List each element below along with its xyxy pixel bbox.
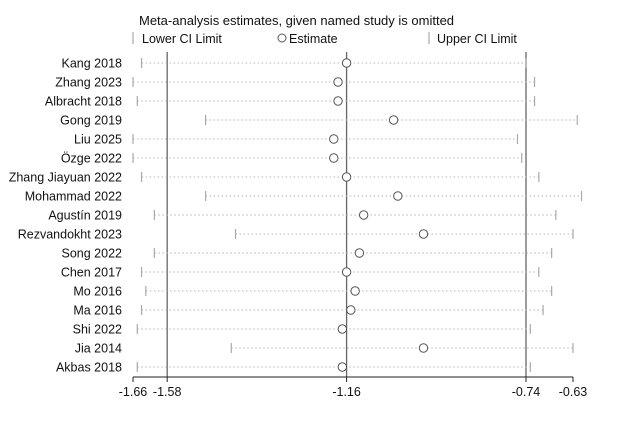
study-row: Rezvandokht 2023 (18, 228, 574, 242)
estimate-marker (346, 305, 356, 315)
estimate-marker (358, 210, 369, 220)
study-row: Jia 2014 (75, 342, 574, 356)
estimate-marker (350, 286, 360, 296)
study-label: Chen 2017 (61, 266, 122, 280)
study-label: Shi 2022 (73, 323, 122, 337)
x-tick-label: -1.16 (332, 385, 361, 399)
study-label: Mohammad 2022 (25, 190, 122, 204)
study-label: Ma 2016 (73, 304, 122, 318)
estimate-marker (333, 96, 343, 106)
estimate-marker (329, 134, 339, 144)
estimate-marker (388, 115, 399, 125)
legend: Lower CI Limit Estimate Upper CI Limit (132, 32, 517, 46)
study-row: Ma 2016 (73, 304, 544, 318)
study-label: Albracht 2018 (45, 95, 122, 109)
study-row: Mohammad 2022 (25, 190, 583, 204)
study-row: Akbas 2018 (56, 361, 531, 375)
study-label: Liu 2025 (74, 133, 122, 147)
estimate-marker (333, 77, 343, 87)
estimate-marker (418, 229, 429, 239)
x-tick-label: -0.63 (559, 385, 588, 399)
study-rows: Kang 2018 Zhang 2023 Albracht 2018 Gong 201… (9, 57, 583, 375)
study-label: Zhang Jiayuan 2022 (9, 171, 122, 185)
estimate-marker (418, 343, 429, 353)
estimate-marker (341, 58, 352, 68)
study-row: Shi 2022 (73, 323, 531, 337)
study-row: Zhang 2023 (55, 76, 536, 90)
legend-lower-label: Lower CI Limit (142, 32, 222, 46)
x-tick-label: -1.66 (119, 385, 148, 399)
study-label: Jia 2014 (75, 342, 122, 356)
legend-estimate-label: Estimate (289, 32, 338, 46)
estimate-marker (337, 362, 348, 372)
estimate-marker (341, 267, 352, 277)
estimate-marker (337, 324, 348, 334)
study-label: Song 2022 (62, 247, 123, 261)
study-label: Rezvandokht 2023 (18, 228, 122, 242)
study-label: Agustín 2019 (48, 209, 122, 223)
estimate-marker (354, 248, 365, 258)
study-label: Özge 2022 (61, 152, 122, 166)
estimate-marker (341, 172, 352, 182)
study-row: Özge 2022 (61, 152, 523, 166)
x-tick-label: -1.58 (153, 385, 182, 399)
study-label: Mo 2016 (73, 285, 122, 299)
study-row: Agustín 2019 (48, 209, 557, 223)
study-row: Liu 2025 (74, 133, 519, 147)
legend-upper-label: Upper CI Limit (437, 32, 517, 46)
study-row: Song 2022 (62, 247, 553, 261)
study-row: Gong 2019 (60, 114, 578, 128)
study-label: Zhang 2023 (55, 76, 122, 90)
study-row: Albracht 2018 (45, 95, 536, 109)
study-row: Zhang Jiayuan 2022 (9, 171, 540, 185)
x-axis: -1.66 -1.58 -1.16 -0.74 -0.63 (119, 376, 588, 399)
study-label: Akbas 2018 (56, 361, 122, 375)
estimate-marker (329, 153, 339, 163)
study-label: Gong 2019 (60, 114, 122, 128)
study-row: Mo 2016 (73, 285, 553, 299)
study-label: Kang 2018 (62, 57, 123, 71)
study-row: Kang 2018 (62, 57, 527, 71)
estimate-marker (393, 191, 403, 201)
legend-estimate-marker (277, 33, 287, 43)
study-row: Chen 2017 (61, 266, 540, 280)
chart-title: Meta-analysis estimates, given named stu… (139, 13, 454, 28)
x-tick-label: -0.74 (512, 385, 541, 399)
